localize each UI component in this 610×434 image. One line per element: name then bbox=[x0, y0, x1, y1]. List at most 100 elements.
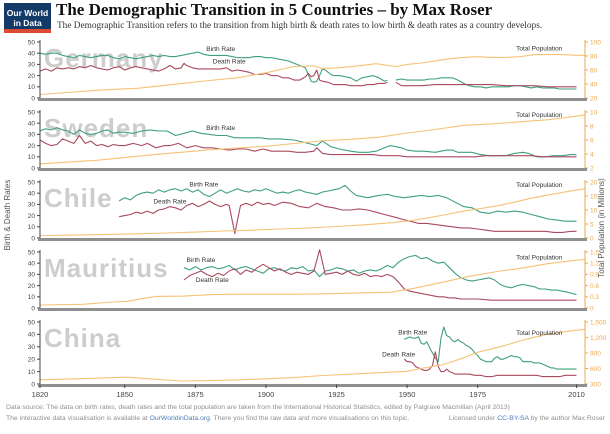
left-tick-label: 30 bbox=[28, 272, 36, 279]
series-group bbox=[40, 249, 585, 306]
right-tick-label: 5 bbox=[590, 221, 594, 228]
left-tick-label: 40 bbox=[28, 51, 36, 58]
right-tick-label: 10 bbox=[590, 207, 598, 214]
country-watermark: China bbox=[44, 323, 121, 353]
birth-rate-line bbox=[395, 77, 577, 90]
left-tick-label: 30 bbox=[28, 202, 36, 209]
left-tick-label: 0 bbox=[31, 381, 35, 388]
right-tick-label: 0.3 bbox=[590, 294, 599, 301]
death-rate-line bbox=[403, 351, 577, 378]
death-rate-line bbox=[40, 62, 388, 87]
left-tick-label: 10 bbox=[28, 369, 36, 376]
interactive-note: The interactive data visualisation is av… bbox=[6, 415, 410, 422]
ourworldindata-link[interactable]: OurWorldinData.org bbox=[149, 415, 210, 422]
y-axis-title-right: Total Population (in Millions) bbox=[597, 178, 606, 278]
right-tick-label: 1.2 bbox=[590, 261, 599, 268]
birth-rate-line bbox=[40, 51, 388, 83]
birth-rate-line bbox=[183, 254, 577, 296]
right-tick-label: 60 bbox=[590, 67, 598, 74]
x-tick-label: 1950 bbox=[399, 390, 416, 399]
birth-rate-label: Birth Rate bbox=[398, 329, 427, 336]
right-tick-label: 2 bbox=[590, 165, 594, 172]
right-tick-label: 8 bbox=[590, 123, 594, 130]
right-tick-label: 300 bbox=[590, 381, 601, 388]
left-tick-label: 0 bbox=[31, 95, 35, 102]
panel-china: China 0 10 20 30 40 50 1,500 1,200 900 600 300 Birth… bbox=[28, 319, 607, 388]
birth-rate-line bbox=[40, 127, 577, 158]
panel-sweden: Sweden 0 10 20 30 40 50 10 8 6 4 2 Birth Rate Total P… bbox=[28, 109, 598, 172]
left-tick-label: 20 bbox=[28, 73, 36, 80]
x-tick-label: 1925 bbox=[328, 390, 345, 399]
country-watermark: Mauritius bbox=[44, 253, 169, 283]
left-tick-label: 20 bbox=[28, 143, 36, 150]
total-population-label: Total Population bbox=[516, 182, 563, 189]
right-tick-label: 1,500 bbox=[590, 319, 607, 326]
license-note: Licensed under CC-BY-SA by the author Ma… bbox=[448, 415, 605, 422]
right-tick-label: 80 bbox=[590, 53, 598, 60]
death-rate-label: Death Rate bbox=[196, 277, 229, 284]
total-population-line bbox=[40, 54, 585, 96]
left-tick-label: 40 bbox=[28, 121, 36, 128]
panel-mauritius: Mauritius 0 10 20 30 40 50 1.5 1.2 0.9 0.6 0.3 0 Birt… bbox=[28, 249, 599, 312]
death-rate-line bbox=[118, 200, 577, 235]
owid-logo-line1: Our World bbox=[6, 8, 49, 18]
right-tick-label: 15 bbox=[590, 193, 598, 200]
left-tick-label: 0 bbox=[31, 165, 35, 172]
left-tick-label: 10 bbox=[28, 224, 36, 231]
birth-rate-line bbox=[118, 184, 577, 222]
x-tick-label: 1820 bbox=[32, 390, 49, 399]
right-tick-label: 0 bbox=[590, 235, 594, 242]
left-tick-label: 20 bbox=[28, 283, 36, 290]
owid-logo: Our World in Data bbox=[4, 3, 51, 33]
total-population-label: Total Population bbox=[516, 254, 563, 261]
left-tick-label: 0 bbox=[31, 235, 35, 242]
total-population-line bbox=[40, 258, 585, 306]
x-tick-label: 1900 bbox=[258, 390, 275, 399]
data-source-note: Data source: The data on birth rates, de… bbox=[6, 404, 510, 411]
right-tick-label: 1,200 bbox=[590, 335, 607, 342]
left-tick-label: 10 bbox=[28, 294, 36, 301]
x-tick-label: 2010 bbox=[568, 390, 585, 399]
country-watermark: Sweden bbox=[44, 113, 148, 143]
x-tick-label: 1850 bbox=[116, 390, 133, 399]
total-population-label: Total Population bbox=[516, 45, 563, 52]
left-tick-label: 20 bbox=[28, 213, 36, 220]
left-tick-label: 40 bbox=[28, 332, 36, 339]
total-population-line bbox=[40, 188, 585, 237]
left-tick-label: 30 bbox=[28, 132, 36, 139]
page-subtitle: The Demographic Transition refers to the… bbox=[57, 21, 543, 31]
right-tick-label: 40 bbox=[590, 81, 598, 88]
owid-logo-line2: in Data bbox=[13, 18, 42, 28]
birth-rate-label: Birth Rate bbox=[206, 125, 235, 132]
left-tick-label: 0 bbox=[31, 305, 35, 312]
left-tick-label: 50 bbox=[28, 39, 36, 46]
left-tick-label: 30 bbox=[28, 344, 36, 351]
x-axis: 1820 1850 1875 1900 1925 1950 1975 2010 bbox=[32, 384, 585, 399]
right-tick-label: 4 bbox=[590, 151, 594, 158]
footer: Data source: The data on birth rates, de… bbox=[6, 404, 605, 422]
cc-by-sa-link[interactable]: CC-BY-SA bbox=[497, 415, 529, 422]
death-rate-line bbox=[395, 81, 577, 88]
series-group bbox=[40, 114, 585, 165]
right-tick-label: 100 bbox=[590, 39, 601, 46]
death-rate-label: Death Rate bbox=[153, 198, 186, 205]
birth-rate-line bbox=[404, 326, 577, 370]
left-tick-label: 50 bbox=[28, 319, 36, 326]
birth-rate-label: Birth Rate bbox=[206, 46, 235, 53]
total-population-line bbox=[40, 114, 585, 165]
series-group bbox=[40, 51, 585, 96]
left-tick-label: 40 bbox=[28, 191, 36, 198]
death-rate-label: Death Rate bbox=[213, 58, 246, 65]
death-rate-line bbox=[183, 249, 577, 301]
right-tick-label: 900 bbox=[590, 350, 601, 357]
right-tick-label: 10 bbox=[590, 109, 598, 116]
left-tick-label: 50 bbox=[28, 249, 36, 256]
y-axis-title-left: Birth & Death Rates bbox=[3, 180, 12, 251]
left-tick-label: 50 bbox=[28, 179, 36, 186]
total-population-label: Total Population bbox=[516, 330, 563, 337]
right-tick-label: 6 bbox=[590, 137, 594, 144]
right-tick-label: 0 bbox=[590, 305, 594, 312]
